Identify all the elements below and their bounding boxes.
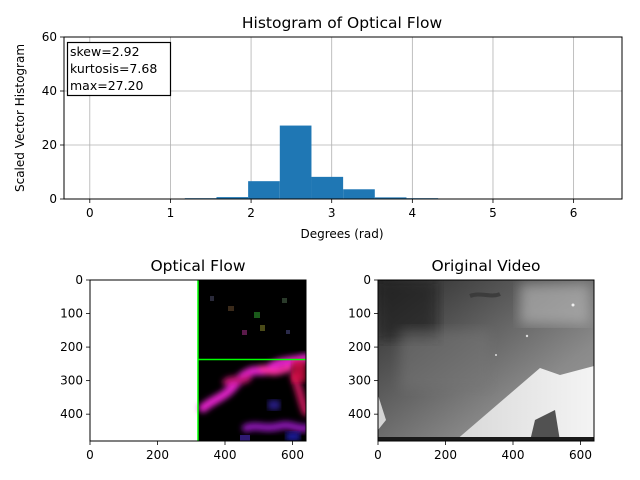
y-tick-label: 300 — [60, 374, 83, 388]
histogram-bar — [279, 125, 312, 199]
x-tick-label: 600 — [569, 448, 592, 462]
histogram-title: Histogram of Optical Flow — [242, 14, 443, 32]
y-tick-label: 60 — [42, 30, 57, 44]
original-video-frame — [377, 279, 595, 442]
y-tick-label: 100 — [60, 307, 83, 321]
histogram-bar — [216, 197, 249, 199]
x-tick-label: 2 — [247, 206, 255, 220]
x-tick-label: 3 — [328, 206, 336, 220]
stats-box-frame — [66, 41, 172, 97]
x-tick-label: 4 — [409, 206, 417, 220]
x-tick-label: 0 — [374, 448, 382, 462]
y-tick-label: 100 — [348, 307, 371, 321]
x-tick-label: 0 — [86, 206, 94, 220]
x-tick-label: 0 — [86, 448, 94, 462]
x-tick-label: 400 — [214, 448, 237, 462]
histogram-xlabel: Degrees (rad) — [300, 227, 383, 241]
histogram-bar — [343, 189, 375, 199]
stat-kurtosis: kurtosis=7.68 — [70, 61, 157, 76]
x-tick-label: 1 — [167, 206, 175, 220]
optical-flow-panel: Optical Flow — [60, 257, 307, 462]
y-tick-label: 20 — [42, 138, 57, 152]
histogram-frame — [63, 36, 623, 200]
y-tick-label: 40 — [42, 84, 57, 98]
original-video-panel: Original Video 0 200 400 600 0 100 200 300 400 — [348, 257, 595, 462]
histogram-bars — [184, 125, 439, 199]
original-video-title: Original Video — [431, 257, 540, 275]
optical-flow-frame — [89, 279, 307, 442]
x-tick-label: 200 — [146, 448, 169, 462]
y-tick-label: 400 — [60, 407, 83, 421]
x-tick-label: 5 — [489, 206, 497, 220]
y-tick-label: 0 — [363, 273, 371, 287]
y-tick-label: 200 — [60, 340, 83, 354]
optical-flow-ticks: 0 200 400 600 0 100 200 300 400 — [60, 273, 304, 462]
optical-flow-image — [90, 280, 306, 441]
stat-skew: skew=2.92 — [70, 44, 140, 59]
histogram-bar — [374, 197, 407, 199]
original-video-image — [378, 280, 594, 441]
y-tick-label: 0 — [75, 273, 83, 287]
histogram-bar — [311, 176, 344, 199]
histogram-bar — [248, 181, 280, 199]
x-tick-label: 200 — [434, 448, 457, 462]
y-tick-label: 200 — [348, 340, 371, 354]
optical-flow-title: Optical Flow — [150, 257, 245, 275]
stat-max: max=27.20 — [70, 78, 144, 93]
histogram-ylabel: Scaled Vector Histogram — [13, 44, 27, 192]
stats-box: skew=2.92 kurtosis=7.68 max=27.20 — [66, 41, 172, 97]
x-tick-label: 6 — [570, 206, 578, 220]
y-tick-label: 400 — [348, 407, 371, 421]
x-tick-label: 400 — [502, 448, 525, 462]
original-video-ticks: 0 200 400 600 0 100 200 300 400 — [348, 273, 592, 462]
y-tick-label: 0 — [49, 192, 57, 206]
y-tick-label: 300 — [348, 374, 371, 388]
histogram-chart: Histogram of Optical Flow 0 1 2 3 4 5 60204060… — [13, 14, 623, 241]
x-tick-label: 600 — [281, 448, 304, 462]
